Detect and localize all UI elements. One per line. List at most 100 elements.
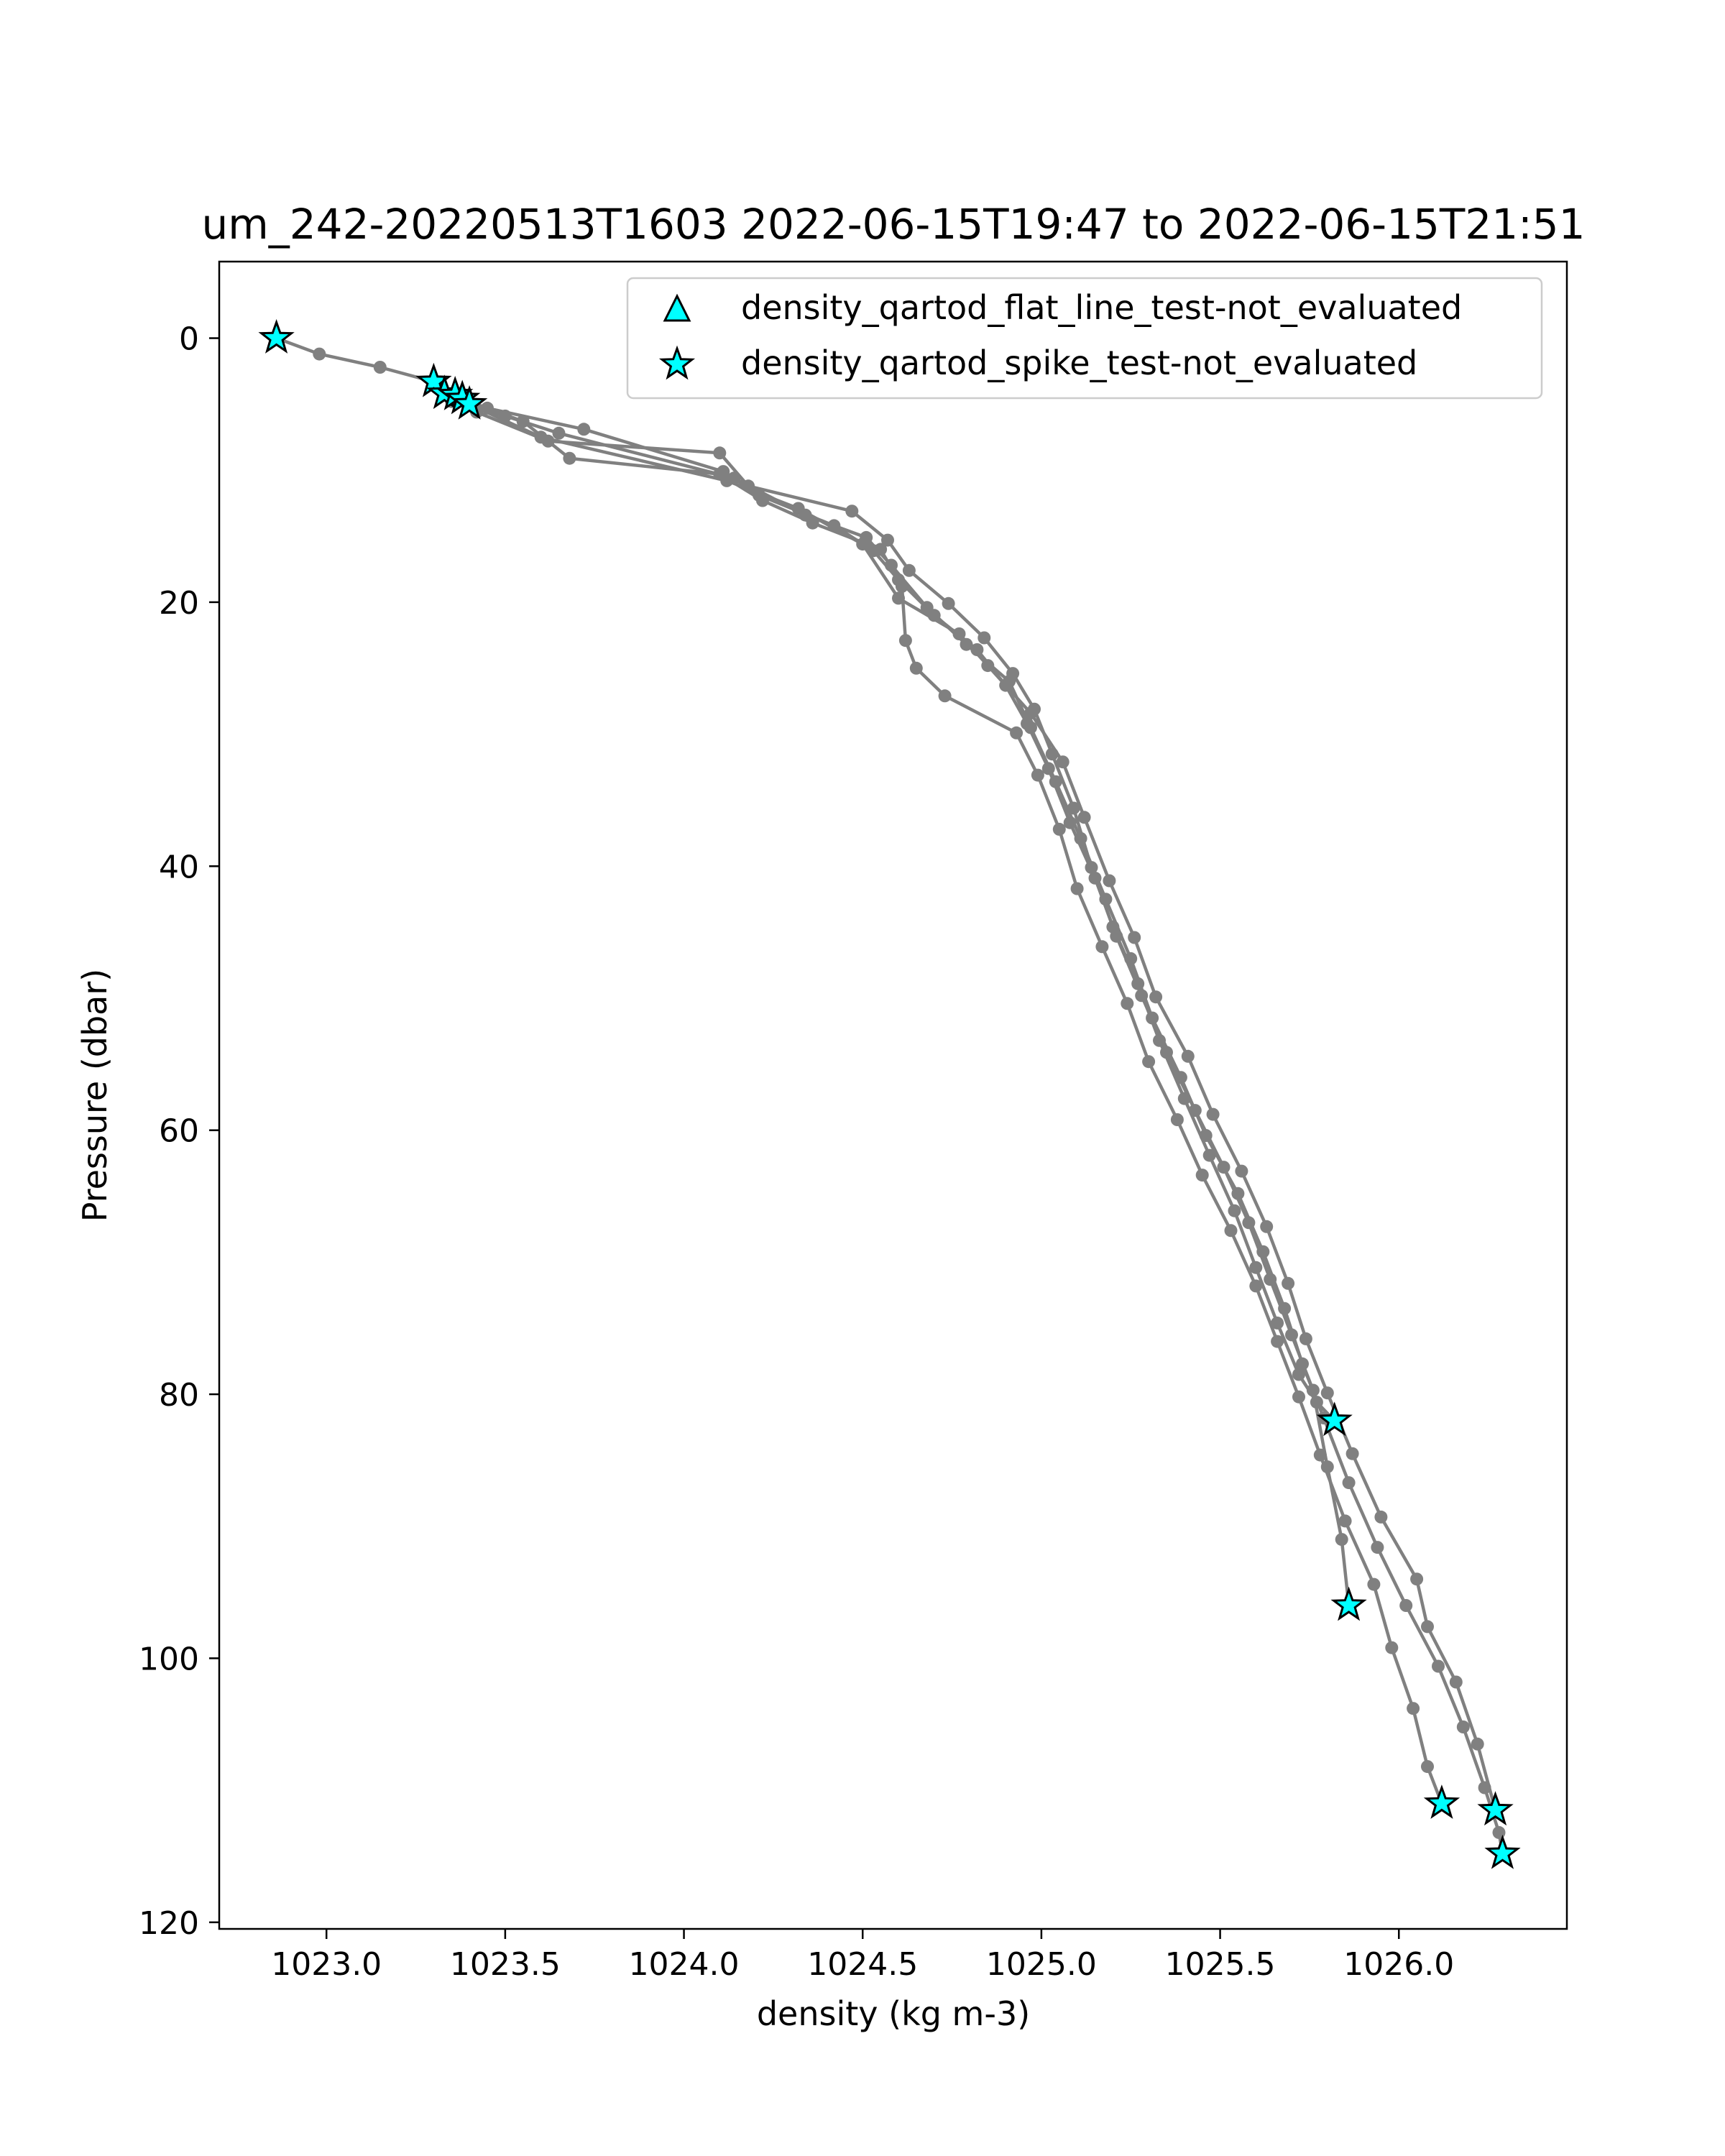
series-4-point	[727, 471, 741, 485]
series-4-point	[1278, 1302, 1292, 1315]
series-4-point	[1231, 1187, 1245, 1200]
y-tick-label: 40	[159, 849, 199, 885]
series-4-point	[1432, 1659, 1445, 1673]
spike-flag-marker	[451, 384, 488, 420]
series-3-point	[1149, 990, 1163, 1004]
series-4-point	[1099, 893, 1113, 906]
series-4-point	[1124, 952, 1138, 965]
series-0-point	[978, 631, 991, 645]
series-0-point	[902, 563, 916, 577]
series-4-point	[1049, 775, 1062, 788]
series-3-point	[1077, 811, 1091, 824]
series-4-point	[1399, 1599, 1413, 1612]
series-4-point	[1478, 1781, 1491, 1795]
spike-flag-marker	[1316, 1401, 1353, 1437]
series-4-point	[1199, 1129, 1213, 1142]
series-2-line	[461, 397, 1443, 1805]
series-3-point	[892, 591, 905, 605]
series-2-point	[909, 661, 923, 675]
series-4-point	[920, 601, 934, 614]
series-4-point	[1256, 1245, 1270, 1258]
series-4-point	[1074, 831, 1087, 845]
series-3-point	[1449, 1675, 1463, 1689]
series-2-point	[1031, 768, 1044, 782]
x-tick-label: 1026.0	[1343, 1946, 1454, 1983]
series-3-point	[981, 659, 995, 673]
series-4-point	[1456, 1720, 1470, 1733]
series-3-point	[1024, 706, 1037, 720]
spike-flag-marker	[258, 319, 295, 354]
series-2-point	[563, 451, 576, 465]
series-4-point	[1003, 675, 1016, 688]
series-0-point	[313, 347, 326, 361]
y-tick-label: 80	[159, 1377, 199, 1414]
legend: density_qartod_flat_line_test-not_evalua…	[626, 277, 1543, 400]
legend-star-icon	[658, 345, 696, 380]
legend-label-spike: density_qartod_spike_test-not_evaluated	[741, 344, 1417, 382]
series-2-point	[1421, 1760, 1434, 1774]
series-0-point	[1202, 1148, 1216, 1162]
spike-flag-marker	[1477, 1791, 1514, 1826]
legend-label-flat-line: density_qartod_flat_line_test-not_evalua…	[741, 288, 1462, 327]
series-2-point	[1095, 940, 1109, 954]
x-tick-label: 1023.5	[450, 1946, 561, 1983]
y-tick-label: 100	[139, 1641, 199, 1677]
chart-title: um_242-20220513T1603 2022-06-15T19:47 to…	[202, 200, 1586, 249]
series-4-point	[799, 508, 812, 522]
x-tick-label: 1023.0	[271, 1946, 382, 1983]
series-2-point	[874, 543, 888, 556]
series-2-point	[898, 634, 912, 648]
series-3-line	[469, 402, 1497, 1811]
series-4-point	[1492, 1825, 1506, 1839]
spike-flag-marker	[1484, 1834, 1521, 1869]
series-3-point	[1103, 874, 1116, 888]
series-2-point	[1292, 1390, 1305, 1404]
series-0-point	[1292, 1368, 1305, 1381]
x-tick-label: 1025.0	[986, 1946, 1097, 1983]
series-2-point	[1367, 1577, 1381, 1591]
series-2-point	[1385, 1641, 1399, 1654]
y-tick-label: 60	[159, 1113, 199, 1150]
x-tick-label: 1024.0	[629, 1946, 740, 1983]
series-4-point	[860, 530, 873, 544]
series-2-point	[1224, 1224, 1238, 1238]
series-2-point	[938, 689, 952, 703]
series-0-line	[275, 336, 1336, 1422]
series-3-point	[1374, 1510, 1388, 1524]
series-2-point	[1313, 1448, 1327, 1462]
series-4-point	[885, 558, 898, 572]
series-4-line	[451, 400, 1504, 1854]
series-3-point	[1410, 1572, 1424, 1586]
series-3-point	[534, 430, 548, 444]
series-2-point	[1271, 1335, 1284, 1348]
series-4-point	[498, 409, 512, 423]
plot-series-group	[270, 331, 1509, 1861]
spike-flag-marker	[1423, 1784, 1460, 1819]
series-2-point	[1070, 882, 1084, 895]
series-0-point	[942, 596, 955, 610]
y-axis-label: Pressure (dbar)	[75, 969, 114, 1222]
series-4-point	[552, 426, 566, 440]
flag-markers-group	[258, 319, 1521, 1869]
x-axis-label: density (kg m-3)	[757, 1994, 1030, 2033]
series-3-point	[952, 627, 966, 640]
series-1-point	[1335, 1533, 1348, 1547]
y-axis-ticks: 0 20 40 60 80 100 120	[139, 321, 219, 1942]
plot-frame	[218, 260, 1568, 1930]
x-tick-label: 1024.5	[807, 1946, 918, 1983]
series-4-point	[1146, 1011, 1159, 1025]
series-2-point	[1249, 1279, 1263, 1293]
series-0-point	[713, 446, 727, 460]
series-3-point	[1235, 1164, 1248, 1178]
legend-triangle-icon	[663, 293, 691, 322]
series-2-point	[1338, 1514, 1352, 1528]
series-4-point	[1174, 1071, 1187, 1084]
series-4-point	[1371, 1541, 1384, 1554]
series-3-point	[1346, 1447, 1359, 1460]
series-2-point	[1142, 1055, 1156, 1069]
series-2-point	[1170, 1113, 1184, 1126]
series-4-point	[1024, 721, 1037, 734]
series-3-point	[1471, 1737, 1484, 1751]
series-4-point	[960, 637, 973, 651]
